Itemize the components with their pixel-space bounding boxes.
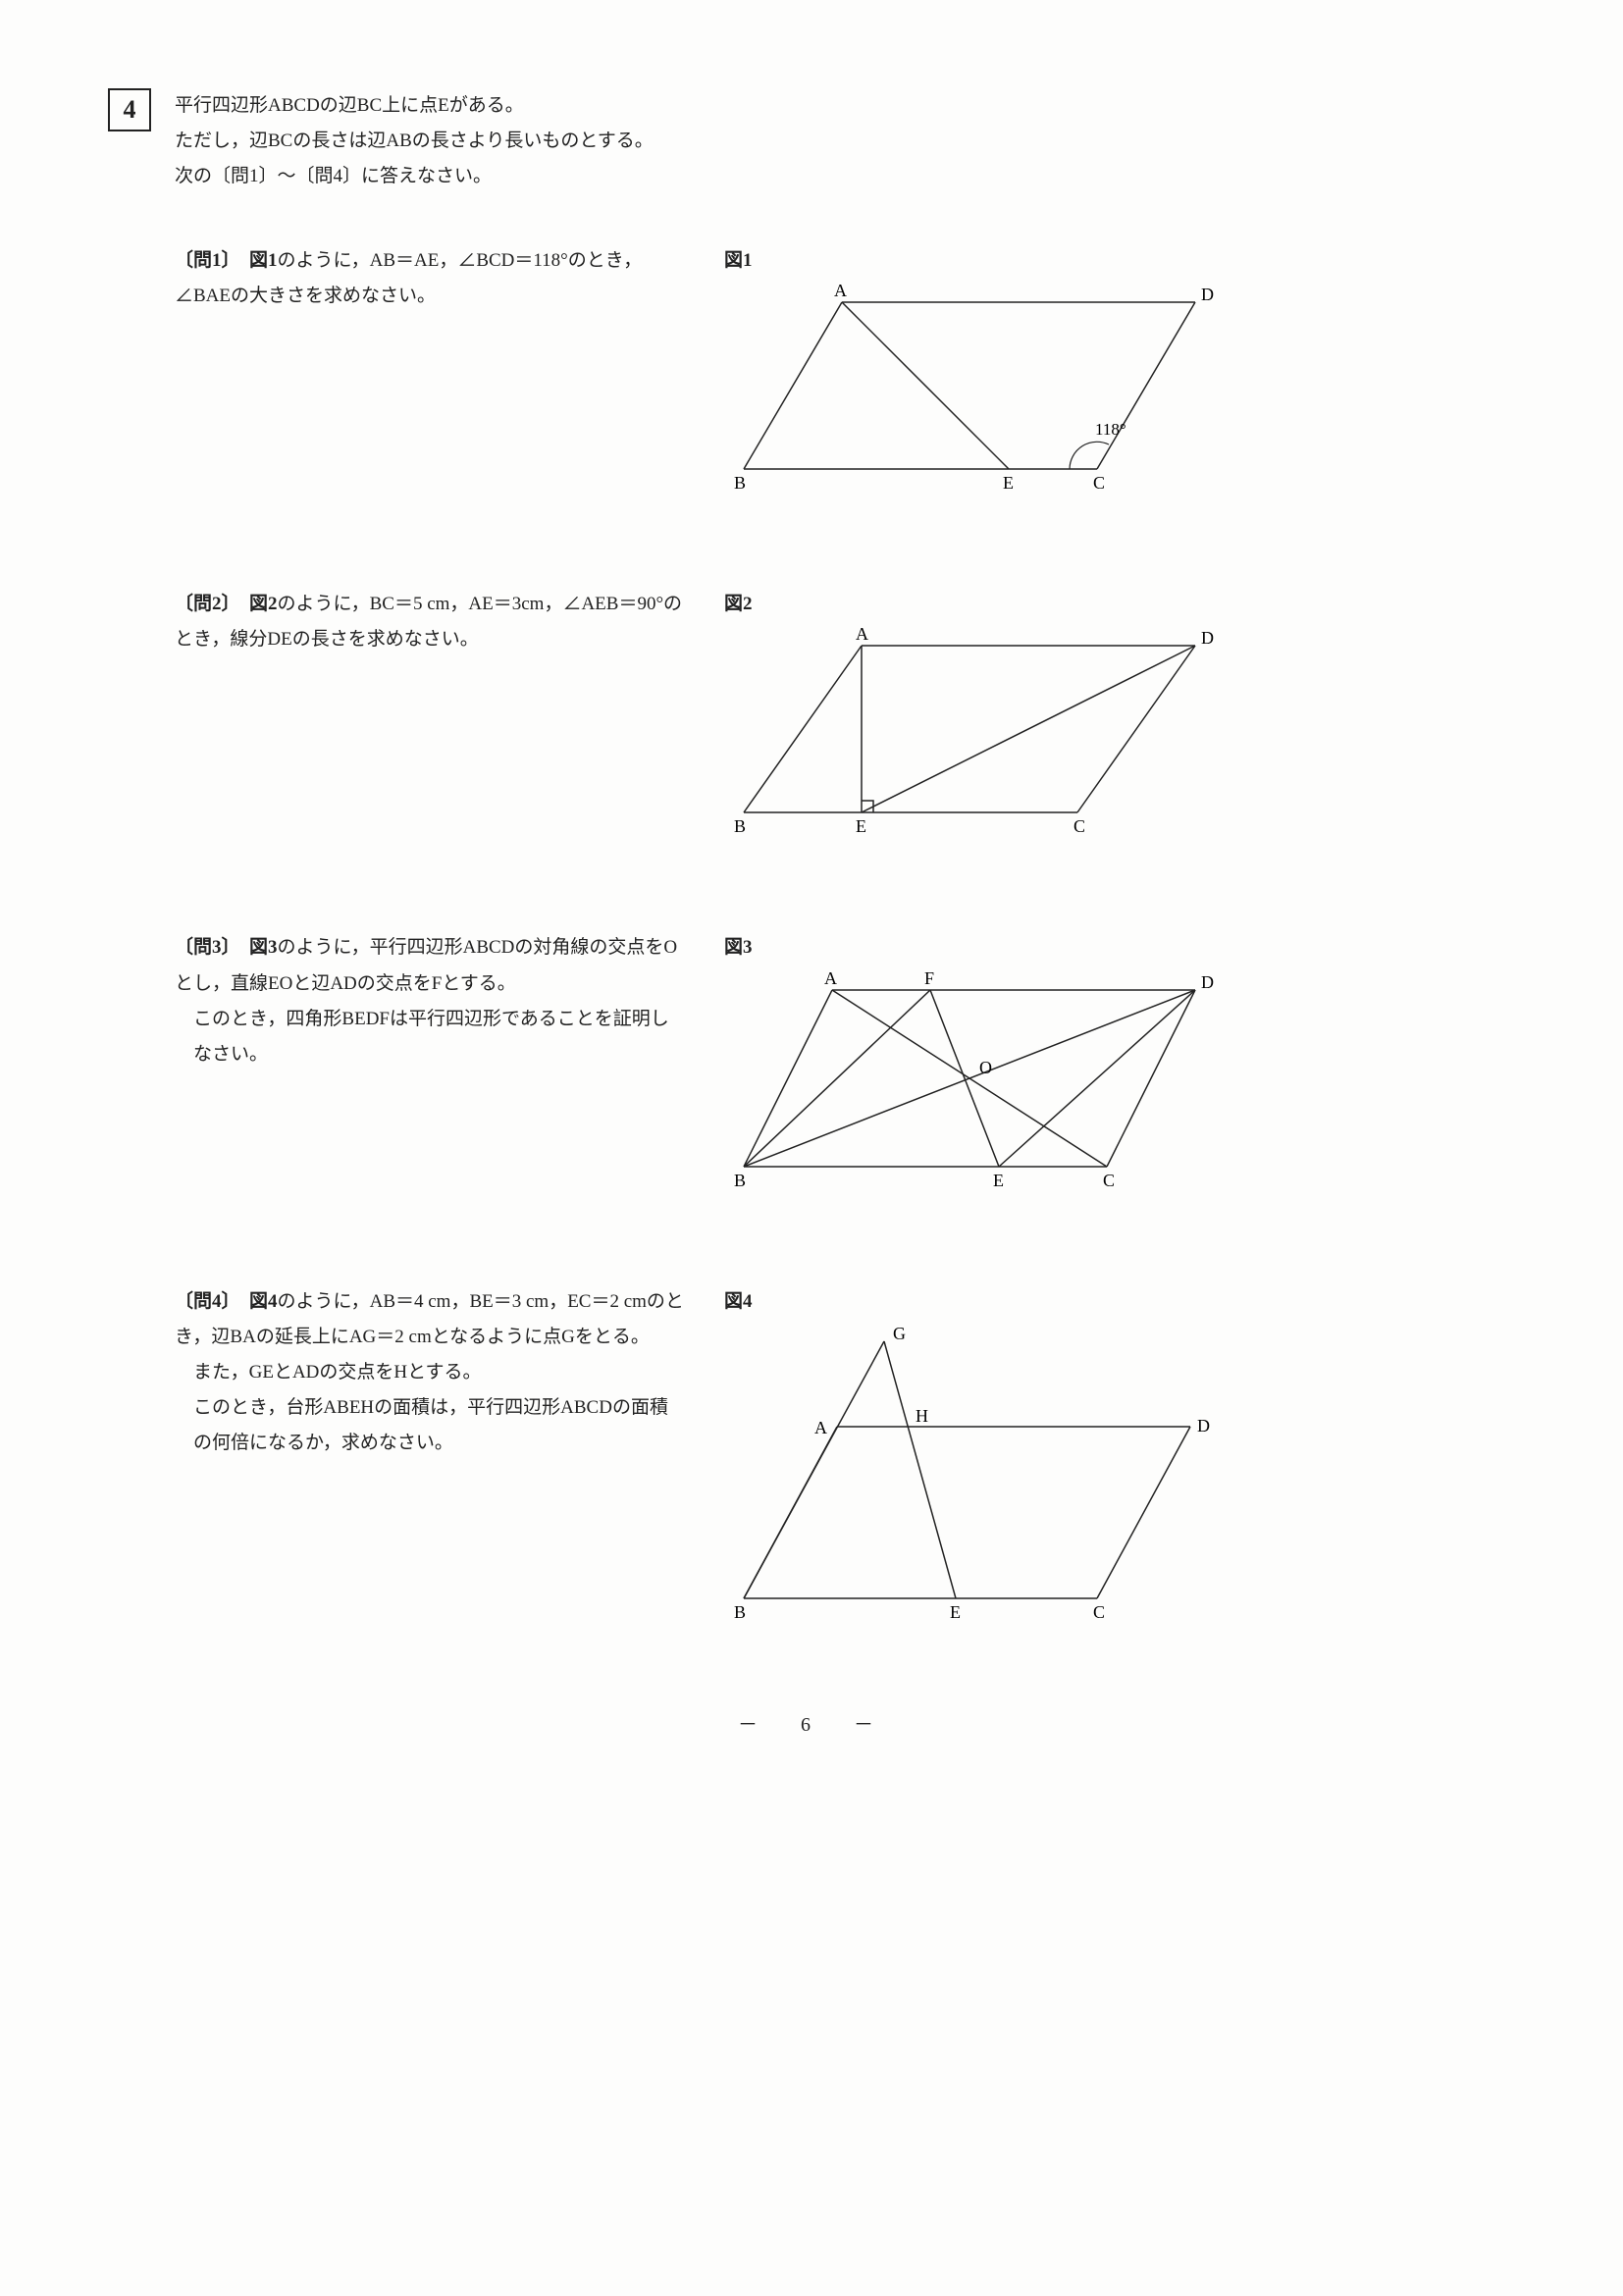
problem-3: 〔問3〕 図3のように，平行四辺形ABCDの対角線の交点をOとし，直線EOと辺A… [175,930,1515,1195]
svg-text:E: E [993,1171,1004,1190]
page-footer: － 6 － [108,1706,1515,1744]
svg-text:B: B [734,473,746,493]
svg-text:H: H [916,1406,928,1426]
intro-line-2: ただし，辺BCの長さは辺ABの長さより長いものとする。 [175,124,1515,159]
svg-text:A: A [824,970,837,988]
intro-line-1: 平行四辺形ABCDの辺BC上に点Eがある。 [175,88,1515,124]
problem-text: 〔問2〕 図2のように，BC＝5 cm，AE＝3cm，∠AEB＝90°のとき，線… [175,587,685,842]
svg-text:C: C [1103,1171,1115,1190]
svg-text:D: D [1201,972,1214,992]
problem-text: 〔問3〕 図3のように，平行四辺形ABCDの対角線の交点をOとし，直線EOと辺A… [175,930,685,1195]
problem-body: 〔問1〕 図1のように，AB＝AE，∠BCD＝118°のとき，∠BAEの大きさを… [175,243,685,314]
problem-label: 〔問3〕 [175,937,231,958]
problem-body-2: また，GEとADの交点をHとする。 [175,1355,685,1390]
figure-column: 図4 A H D B E C G [685,1284,1515,1618]
svg-text:118°: 118° [1095,420,1126,439]
svg-text:C: C [1093,473,1105,493]
problem-label: 〔問4〕 [175,1291,231,1312]
problem-text: 〔問4〕 図4のように，AB＝4 cm，BE＝3 cm，EC＝2 cmのとき，辺… [175,1284,685,1618]
svg-text:B: B [734,1171,746,1190]
svg-text:O: O [979,1058,992,1077]
figure-column: 図2 A D B E C [685,587,1515,842]
figure-column: 図3 A F D B E C O [685,930,1515,1195]
figure-svg: A F D B E C O [724,970,1234,1196]
svg-text:B: B [734,816,746,836]
problem-text: 〔問1〕 図1のように，AB＝AE，∠BCD＝118°のとき，∠BAEの大きさを… [175,243,685,498]
figure-label: 図4 [724,1284,1515,1320]
svg-text:A: A [856,626,868,644]
svg-text:E: E [1003,473,1014,493]
svg-text:D: D [1201,285,1214,304]
problem-body: 〔問3〕 図3のように，平行四辺形ABCDの対角線の交点をOとし，直線EOと辺A… [175,930,685,1001]
intro-text: 平行四辺形ABCDの辺BC上に点Eがある。 ただし，辺BCの長さは辺ABの長さよ… [175,88,1515,194]
svg-text:E: E [856,816,866,836]
svg-text:F: F [924,970,934,988]
problem-4: 〔問4〕 図4のように，AB＝4 cm，BE＝3 cm，EC＝2 cmのとき，辺… [175,1284,1515,1618]
intro-line-3: 次の〔問1〕～〔問4〕に答えなさい。 [175,159,1515,194]
figure-svg: A D B E C [724,626,1234,842]
problem-body-2: このとき，四角形BEDFは平行四辺形であることを証明しなさい。 [175,1002,685,1072]
svg-text:E: E [950,1602,961,1618]
figure-label: 図1 [724,243,1515,279]
svg-text:C: C [1093,1602,1105,1618]
problem-body-3: このとき，台形ABEHの面積は，平行四辺形ABCDの面積の何倍になるか，求めなさ… [175,1390,685,1461]
svg-text:B: B [734,1602,746,1618]
figure-label: 図3 [724,930,1515,965]
svg-text:A: A [814,1418,827,1437]
problem-body: 〔問2〕 図2のように，BC＝5 cm，AE＝3cm，∠AEB＝90°のとき，線… [175,587,685,657]
problem-label: 〔問1〕 [175,250,231,271]
problem-2: 〔問2〕 図2のように，BC＝5 cm，AE＝3cm，∠AEB＝90°のとき，線… [175,587,1515,842]
problem-body: 〔問4〕 図4のように，AB＝4 cm，BE＝3 cm，EC＝2 cmのとき，辺… [175,1284,685,1355]
figure-svg: A H D B E C G [724,1324,1234,1618]
question-number-box: 4 [108,88,151,131]
question-number: 4 [124,85,136,133]
svg-text:D: D [1197,1416,1210,1435]
svg-text:C: C [1073,816,1085,836]
figure-column: 図1 118° A D B E C [685,243,1515,498]
figure-label: 図2 [724,587,1515,622]
svg-text:D: D [1201,628,1214,648]
problem-1: 〔問1〕 図1のように，AB＝AE，∠BCD＝118°のとき，∠BAEの大きさを… [175,243,1515,498]
figure-svg: 118° A D B E C [724,283,1234,498]
problem-label: 〔問2〕 [175,594,231,614]
svg-text:A: A [834,283,847,300]
svg-text:G: G [893,1324,906,1343]
